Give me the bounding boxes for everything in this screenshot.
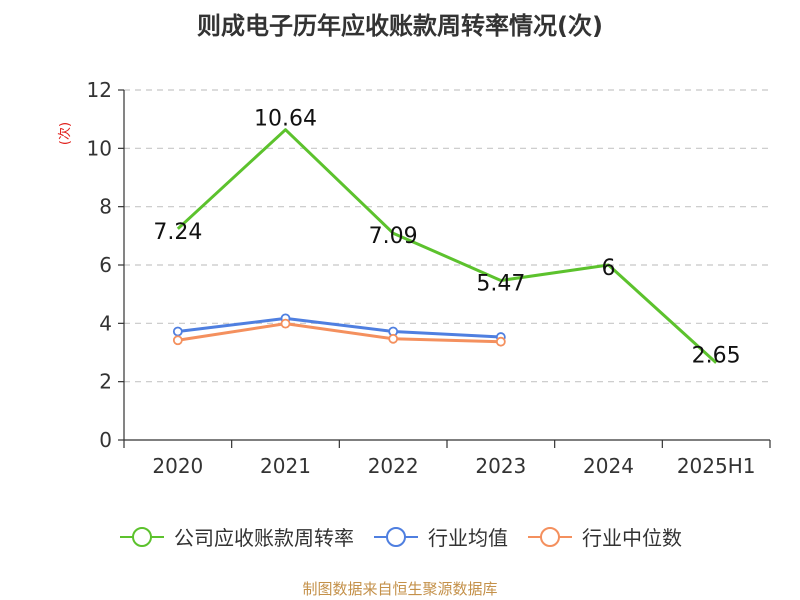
- data-label: 7.09: [369, 224, 418, 249]
- legend-item-industry-median[interactable]: 行业中位数: [526, 522, 682, 551]
- series-point-2: [388, 333, 399, 344]
- legend-line-marker-icon: [528, 526, 572, 547]
- data-source-note: 制图数据来自恒生聚源数据库: [302, 580, 498, 598]
- data-labels: 7.24 10.64 7.09 5.47 6 2.65: [153, 107, 740, 369]
- x-tick-label: 2023: [475, 454, 526, 478]
- series-point-2: [172, 335, 183, 346]
- y-tick-label: 10: [87, 136, 112, 160]
- y-tick-label: 12: [87, 78, 112, 102]
- legend-item-company[interactable]: 公司应收账款周转率: [118, 522, 354, 551]
- series-line-0: [176, 128, 718, 364]
- y-tick-label: 0: [99, 428, 112, 452]
- legend-line-marker-icon: [120, 526, 164, 547]
- y-tick-label: 6: [99, 253, 112, 277]
- legend: 公司应收账款周转率 行业均值 行业中位数: [0, 522, 800, 551]
- x-tick-label: 2025H1: [677, 454, 756, 478]
- line-chart: 0 2 4 6 8 10 12 2020 2021 2022 2023 2024 2025H1 7.24…: [87, 78, 771, 478]
- legend-label-industry-median: 行业中位数: [582, 526, 682, 550]
- series-point-1: [172, 326, 183, 337]
- y-tick-label: 8: [99, 195, 112, 219]
- axes: 0 2 4 6 8 10 12 2020 2021 2022 2023 2024 2025H1: [87, 78, 771, 478]
- x-tick-label: 2022: [368, 454, 419, 478]
- data-label: 7.24: [153, 220, 202, 245]
- data-label: 2.65: [692, 344, 741, 369]
- data-label: 10.64: [254, 107, 317, 132]
- series-point-2: [495, 336, 506, 347]
- series-line-2: [177, 322, 501, 344]
- chart-title: 则成电子历年应收账款周转率情况(次): [197, 12, 603, 40]
- data-label: 5.47: [476, 271, 525, 296]
- y-tick-label: 2: [99, 370, 112, 394]
- legend-label-industry-mean: 行业均值: [428, 526, 508, 550]
- series-line-1: [177, 316, 501, 339]
- y-tick-label: 4: [99, 311, 112, 335]
- legend-line-marker-icon: [374, 526, 418, 547]
- grid-lines: [124, 89, 770, 383]
- x-tick-label: 2020: [152, 454, 203, 478]
- x-tick-label: 2024: [583, 454, 634, 478]
- legend-item-industry-mean[interactable]: 行业均值: [372, 522, 508, 551]
- series: [172, 128, 718, 364]
- x-tick-label: 2021: [260, 454, 311, 478]
- legend-label-company: 公司应收账款周转率: [174, 526, 354, 550]
- series-point-2: [280, 318, 291, 329]
- data-label: 6: [602, 256, 616, 281]
